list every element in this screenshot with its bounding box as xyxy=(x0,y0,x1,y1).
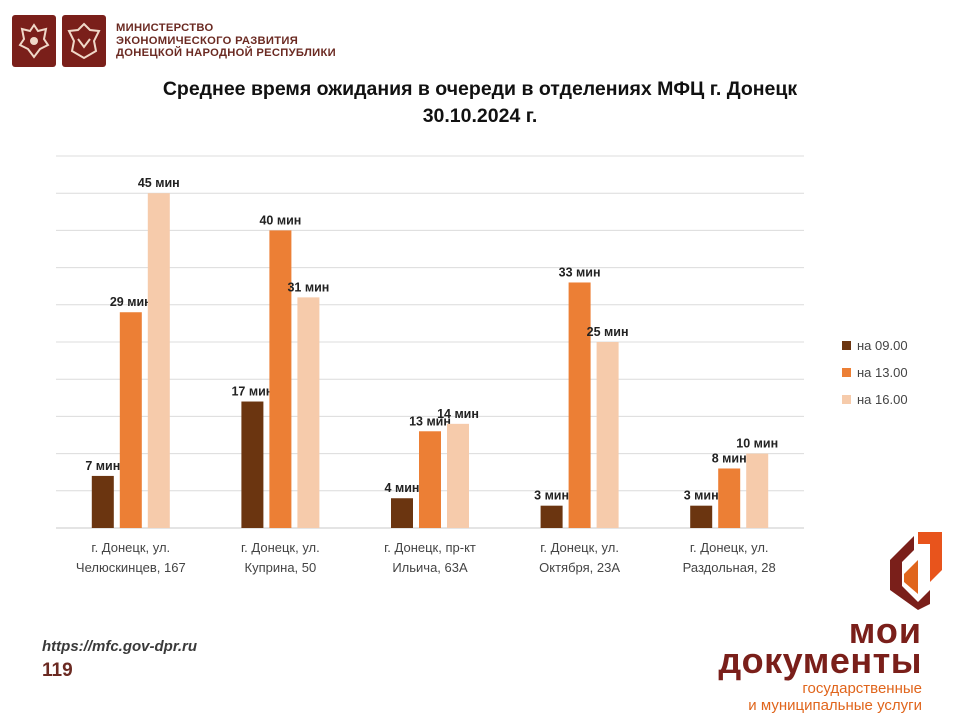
brand-block: мои документы государственные и муниципа… xyxy=(718,610,922,715)
category-label: г. Донецк, пр-кт xyxy=(384,540,476,555)
website-link[interactable]: https://mfc.gov-dpr.ru xyxy=(42,638,197,655)
legend-swatch xyxy=(842,368,851,377)
data-label: 3 мин xyxy=(534,489,569,503)
brand-tagline: и муниципальные услуги xyxy=(748,697,922,714)
category-label: Челюскинцев, 167 xyxy=(76,560,186,575)
bar xyxy=(540,505,563,528)
bar xyxy=(419,431,441,528)
bar xyxy=(147,193,170,528)
legend-item: на 13.00 xyxy=(842,359,908,386)
category-label: Куприна, 50 xyxy=(245,560,317,575)
bar-chart: 7 мин 29 мин 45 мин г. Донецк, ул. Челюскинц… xyxy=(56,155,804,575)
bar xyxy=(596,342,619,528)
ministry-line: МИНИСТЕРСТВО xyxy=(116,22,214,35)
legend-swatch xyxy=(842,341,851,350)
category-label: г. Донецк, ул. xyxy=(690,540,769,555)
bar xyxy=(746,453,769,528)
data-label: 4 мин xyxy=(385,481,420,495)
data-label: 40 мин xyxy=(259,213,301,227)
legend-label: на 09.00 xyxy=(857,338,908,353)
data-label: 29 мин xyxy=(110,295,152,309)
brand-word-dokumenty: документы xyxy=(718,640,922,681)
legend-item: на 09.00 xyxy=(842,332,908,359)
data-label: 45 мин xyxy=(138,176,180,190)
bar xyxy=(91,475,114,528)
chart-title-block: Среднее время ожидания в очереди в отдел… xyxy=(0,76,960,130)
ministry-line: ЭКОНОМИЧЕСКОГО РАЗВИТИЯ xyxy=(116,34,299,47)
category-label: г. Донецк, ул. xyxy=(91,540,170,555)
data-label: 14 мин xyxy=(437,407,479,421)
header: МИНИСТЕРСТВО ЭКОНОМИЧЕСКОГО РАЗВИТИЯ ДОН… xyxy=(12,14,336,68)
legend-swatch xyxy=(842,395,851,404)
category-label: Ильича, 63А xyxy=(392,560,468,575)
ministry-name: МИНИСТЕРСТВО ЭКОНОМИЧЕСКОГО РАЗВИТИЯ ДОН… xyxy=(116,22,336,59)
bar xyxy=(269,230,292,528)
category-label: Раздольная, 28 xyxy=(683,560,776,575)
bar xyxy=(447,423,469,528)
data-label: 25 мин xyxy=(587,325,629,339)
legend-item: на 16.00 xyxy=(842,386,908,413)
data-label: 31 мин xyxy=(287,280,329,294)
bar xyxy=(297,297,320,528)
coat-of-arms-icon xyxy=(12,15,56,67)
chart-legend: на 09.00 на 13.00 на 16.00 xyxy=(842,332,908,413)
bar xyxy=(718,468,741,528)
data-label: 8 мин xyxy=(712,451,747,465)
brand-word-moi: мои xyxy=(848,610,922,651)
chart-subtitle: 30.10.2024 г. xyxy=(422,105,538,127)
data-label: 7 мин xyxy=(85,459,120,473)
category-label: г. Донецк, ул. xyxy=(241,540,320,555)
legend-label: на 13.00 xyxy=(857,365,908,380)
bar xyxy=(391,498,413,528)
bar xyxy=(119,312,142,528)
data-label: 33 мин xyxy=(559,265,601,279)
moi-dokumenty-logo-icon xyxy=(890,532,942,610)
brand-tagline: государственные xyxy=(802,680,922,697)
data-label: 10 мин xyxy=(736,437,778,451)
bar xyxy=(241,401,264,528)
bar xyxy=(690,505,713,528)
bar xyxy=(568,282,591,528)
category-label: г. Донецк, ул. xyxy=(540,540,619,555)
category-label: Октября, 23А xyxy=(539,560,620,575)
legend-label: на 16.00 xyxy=(857,392,908,407)
chart-title: Среднее время ожидания в очереди в отдел… xyxy=(162,78,798,100)
data-label: 3 мин xyxy=(684,489,719,503)
data-label: 13 мин xyxy=(409,414,451,428)
data-label: 17 мин xyxy=(231,385,273,399)
page-number: 119 xyxy=(42,660,73,681)
dpr-emblem-icon xyxy=(62,15,106,67)
ministry-line: ДОНЕЦКОЙ НАРОДНОЙ РЕСПУБЛИКИ xyxy=(116,47,336,60)
